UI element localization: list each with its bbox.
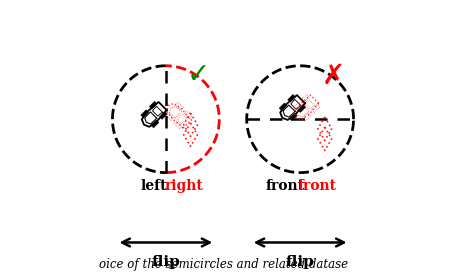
Text: front: front [297, 179, 336, 193]
Polygon shape [289, 113, 297, 121]
Text: ✓: ✓ [187, 61, 210, 89]
Text: flip: flip [151, 255, 180, 269]
Polygon shape [151, 120, 159, 128]
Text: flip: flip [286, 255, 315, 269]
Polygon shape [298, 105, 306, 113]
Text: front: front [266, 179, 305, 193]
Polygon shape [159, 112, 167, 119]
Text: left: left [140, 179, 167, 193]
Text: right: right [164, 179, 203, 193]
Polygon shape [279, 103, 287, 111]
Text: ✗: ✗ [322, 61, 345, 89]
Text: oice of the semicircles and related datase: oice of the semicircles and related data… [99, 258, 348, 271]
Polygon shape [288, 94, 295, 102]
Polygon shape [141, 110, 149, 118]
Polygon shape [149, 101, 157, 109]
